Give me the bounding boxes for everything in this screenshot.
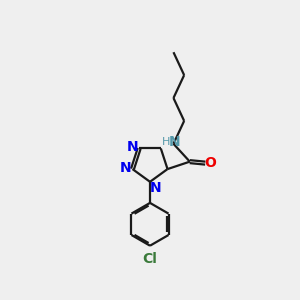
Text: O: O [205, 156, 217, 170]
Text: N: N [169, 135, 181, 149]
Text: H: H [162, 137, 170, 147]
Text: N: N [149, 181, 161, 195]
Text: N: N [120, 160, 132, 175]
Text: N: N [127, 140, 138, 154]
Text: Cl: Cl [142, 252, 158, 266]
